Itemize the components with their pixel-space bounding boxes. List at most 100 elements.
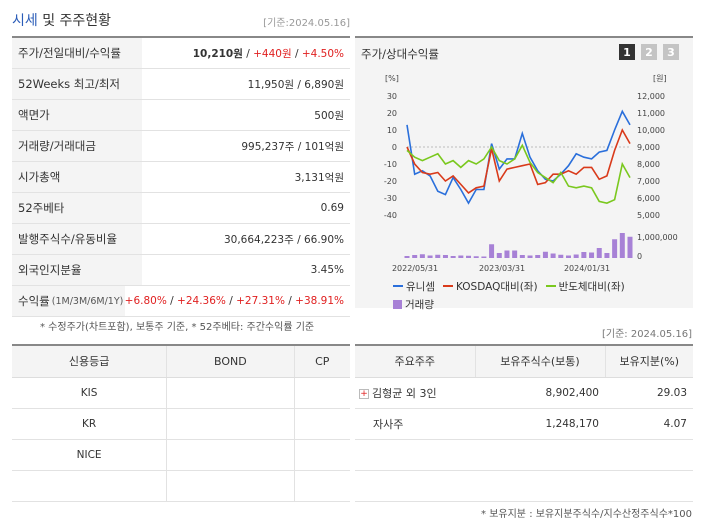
left-tick-label: 20 bbox=[387, 109, 397, 118]
quote-value-part: / bbox=[291, 47, 302, 60]
left-tick-label: -30 bbox=[384, 194, 397, 203]
chart-legend: 유니셈 KOSDAQ대비(좌) 반도체대비(좌) 거래량 bbox=[393, 278, 693, 312]
section-header: 시세 및 주주현황 [기준:2024.05.16] bbox=[12, 6, 350, 32]
series-line bbox=[406, 128, 631, 194]
quote-value-part: 995,237주 / 101억원 bbox=[241, 140, 344, 153]
holder-pct bbox=[605, 470, 693, 502]
volume-bar bbox=[435, 254, 441, 258]
quote-value-part: / bbox=[225, 295, 237, 307]
legend-item: KOSDAQ대비(좌) bbox=[442, 279, 538, 294]
volume-tick-label: 0 bbox=[637, 252, 642, 261]
volume-bar bbox=[481, 256, 487, 258]
quote-label-text: 외국인지분율 bbox=[18, 263, 82, 277]
quote-table: 주가/전일대비/수익률 10,210원 / +440원 / +4.50% 52Wee… bbox=[12, 36, 350, 317]
volume-bar bbox=[404, 256, 410, 258]
right-tick-label: 8,000 bbox=[637, 160, 660, 169]
quote-value-part: +38.91% bbox=[295, 295, 344, 307]
volume-bar bbox=[512, 250, 518, 258]
holder-name: + 김형균 외 3인 bbox=[355, 377, 475, 409]
credit-cell bbox=[294, 439, 350, 471]
quote-label-text: 수익률 bbox=[18, 294, 50, 308]
credit-cell bbox=[166, 377, 295, 409]
right-tick-label: 6,000 bbox=[637, 194, 660, 203]
holders-footnote: * 보유지분 : 보유지분주식수/지수산정주식수*100 bbox=[481, 509, 692, 520]
quote-row: 시가총액 3,131억원 bbox=[12, 162, 350, 193]
legend-item-volume: 거래량 bbox=[393, 297, 434, 312]
quote-row: 외국인지분율 3.45% bbox=[12, 255, 350, 286]
holder-row bbox=[355, 470, 693, 502]
left-tick-label: -40 bbox=[384, 211, 397, 220]
quote-label: 외국인지분율 bbox=[12, 255, 142, 285]
reference-date: [기준:2024.05.16] bbox=[263, 18, 350, 29]
holder-name-text: 자사주 bbox=[373, 417, 404, 431]
quote-value-part: +440원 bbox=[253, 47, 292, 60]
holder-header: 주요주주 bbox=[355, 346, 476, 378]
quote-label-small: (1M/3M/6M/1Y) bbox=[51, 295, 124, 307]
volume-bar bbox=[589, 252, 595, 258]
holder-shares bbox=[475, 439, 605, 471]
quote-row: 수익률 (1M/3M/6M/1Y) +6.80% / +24.36% / +27.3… bbox=[12, 286, 350, 317]
credit-rating-section: 신용등급 BOND CP KIS KR NICE bbox=[12, 344, 350, 502]
right-axis-unit: [원] bbox=[653, 74, 667, 83]
volume-bar bbox=[412, 255, 418, 258]
volume-bar bbox=[473, 256, 479, 258]
quote-label-text: 발행주식수/유동비율 bbox=[18, 232, 118, 246]
quote-value: 0.69 bbox=[142, 202, 350, 214]
chart-tab-2[interactable]: 2 bbox=[641, 44, 657, 60]
quote-value-part: 11,950원 / 6,890원 bbox=[247, 78, 344, 91]
left-axis-unit: [%] bbox=[385, 74, 399, 83]
x-tick-label: 2024/01/31 bbox=[564, 264, 610, 273]
volume-bar bbox=[458, 255, 464, 258]
legend-swatch bbox=[442, 285, 453, 287]
x-tick-label: 2022/05/31 bbox=[392, 264, 438, 273]
quote-value: 500원 bbox=[142, 108, 350, 123]
quote-label: 시가총액 bbox=[12, 162, 142, 192]
series-line bbox=[406, 143, 631, 204]
holder-header: 보유지분(%) bbox=[605, 346, 693, 378]
volume-tick-label: 1,000,000 bbox=[637, 233, 678, 242]
credit-cell bbox=[166, 470, 295, 502]
legend-item: 유니셈 bbox=[393, 279, 435, 294]
chart-title: 주가/상대수익률 bbox=[361, 47, 439, 61]
holder-shares: 1,248,170 bbox=[475, 408, 605, 440]
major-holders-table: 주요주주 보유주식수(보통) 보유지분(%) + 김형균 외 3인 8,902,400 2… bbox=[355, 346, 693, 502]
quote-label: 52주베타 bbox=[12, 193, 142, 223]
holder-shares bbox=[475, 470, 605, 502]
volume-bar bbox=[619, 233, 625, 258]
volume-bar bbox=[550, 253, 556, 258]
legend-swatch bbox=[393, 285, 403, 287]
volume-bar bbox=[604, 253, 610, 258]
holder-name bbox=[355, 439, 475, 471]
legend-label: 반도체대비(좌) bbox=[558, 280, 625, 293]
volume-bar bbox=[519, 255, 525, 258]
credit-header: BOND bbox=[166, 346, 295, 378]
left-tick-label: 30 bbox=[387, 92, 397, 101]
quote-value-part: / bbox=[284, 295, 296, 307]
legend-label: KOSDAQ대비(좌) bbox=[455, 280, 538, 293]
quote-value: 11,950원 / 6,890원 bbox=[142, 77, 350, 92]
volume-bar bbox=[527, 255, 533, 258]
quote-value-part: +6.80% bbox=[124, 295, 167, 307]
quote-label: 주가/전일대비/수익률 bbox=[12, 38, 142, 68]
chart-tab-3[interactable]: 3 bbox=[663, 44, 679, 60]
expand-plus-icon[interactable]: + bbox=[359, 388, 369, 399]
legend-item: 반도체대비(좌) bbox=[545, 279, 625, 294]
quote-label-text: 주가/전일대비/수익률 bbox=[18, 46, 121, 60]
volume-bar bbox=[573, 254, 579, 258]
quote-row: 발행주식수/유동비율 30,664,223주 / 66.90% bbox=[12, 224, 350, 255]
holder-row bbox=[355, 439, 693, 471]
right-tick-label: 12,000 bbox=[637, 92, 665, 101]
credit-row: NICE bbox=[12, 439, 350, 471]
credit-cell: KIS bbox=[12, 377, 168, 409]
left-tick-label: 0 bbox=[392, 143, 397, 152]
quote-value-part: +24.36% bbox=[177, 295, 226, 307]
quote-value-part: 3.45% bbox=[310, 264, 344, 276]
credit-cell bbox=[166, 408, 295, 440]
volume-bar bbox=[489, 244, 495, 258]
quote-label: 거래량/거래대금 bbox=[12, 131, 142, 161]
chart-tab-1[interactable]: 1 bbox=[619, 44, 635, 60]
x-tick-label: 2023/03/31 bbox=[479, 264, 525, 273]
quote-label-text: 거래량/거래대금 bbox=[18, 139, 96, 153]
quote-value-part: 0.69 bbox=[320, 202, 344, 214]
quote-value-part: / bbox=[242, 47, 254, 60]
